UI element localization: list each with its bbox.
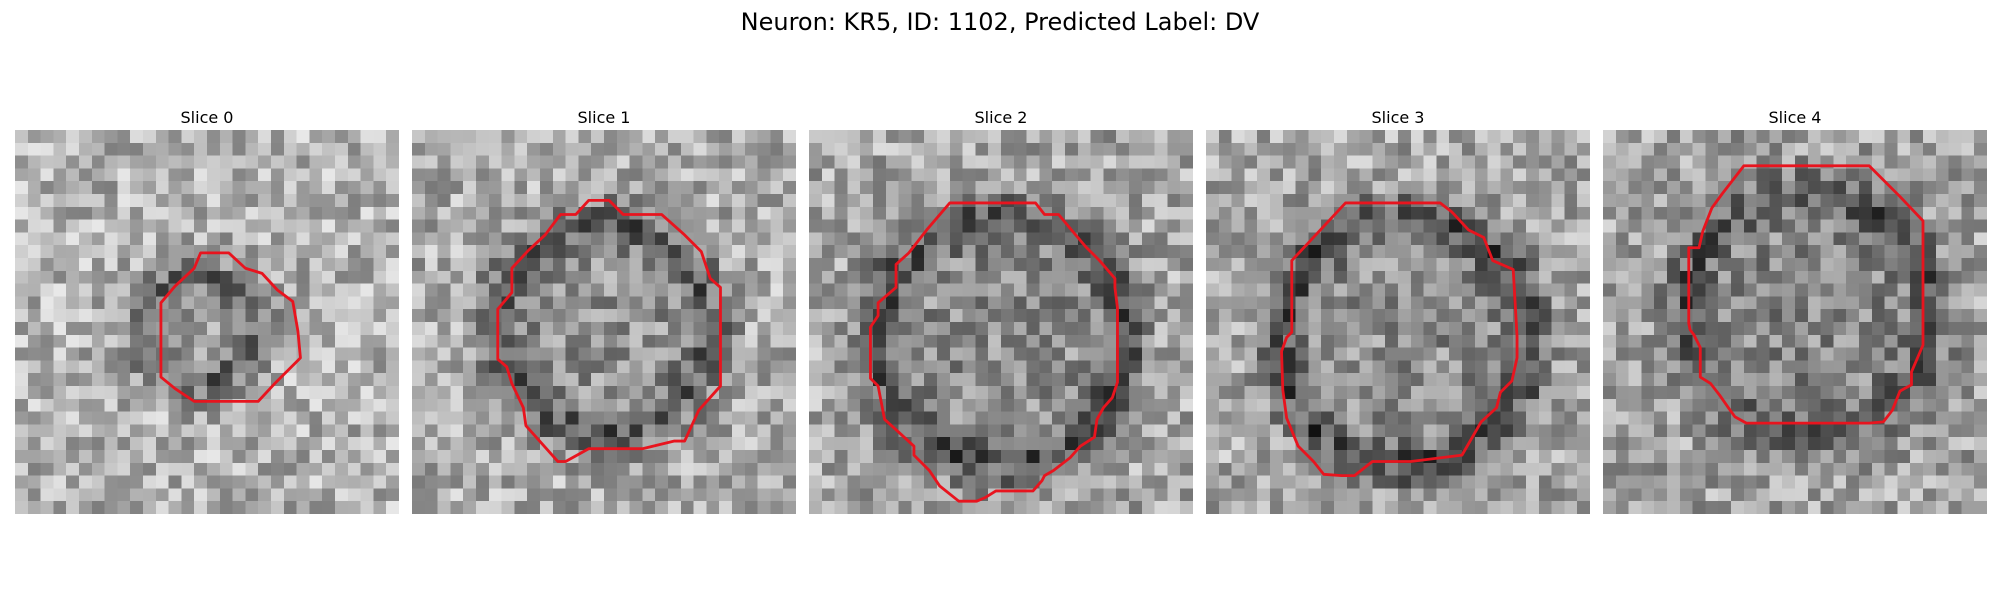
roi-contour xyxy=(159,251,302,403)
slice-image-2 xyxy=(809,130,1193,514)
slice-panel-3: Slice 3 xyxy=(1206,108,1590,514)
roi-contour xyxy=(1280,201,1519,478)
slice-panel-4: Slice 4 xyxy=(1603,108,1987,514)
slice-title-2: Slice 2 xyxy=(974,108,1028,127)
slice-title-0: Slice 0 xyxy=(180,108,234,127)
slice-image-1 xyxy=(412,130,796,514)
slice-panel-0: Slice 0 xyxy=(15,108,399,514)
roi-contour xyxy=(496,198,722,463)
slice-image-4 xyxy=(1603,130,1987,514)
slice-image-0 xyxy=(15,130,399,514)
slice-title-4: Slice 4 xyxy=(1768,108,1822,127)
slice-image-3 xyxy=(1206,130,1590,514)
figure-title: Neuron: KR5, ID: 1102, Predicted Label: … xyxy=(740,8,1260,36)
slice-title-1: Slice 1 xyxy=(577,108,631,127)
slice-panel-2: Slice 2 xyxy=(809,108,1193,514)
roi-contour xyxy=(869,201,1119,503)
slice-panel-1: Slice 1 xyxy=(412,108,796,514)
slice-title-3: Slice 3 xyxy=(1371,108,1425,127)
roi-contour xyxy=(1687,164,1925,425)
